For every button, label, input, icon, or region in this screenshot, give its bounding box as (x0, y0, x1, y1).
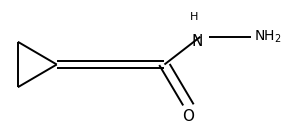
Text: N: N (192, 34, 203, 49)
Text: H: H (190, 11, 199, 22)
Text: NH$_2$: NH$_2$ (254, 29, 282, 45)
Text: O: O (182, 109, 194, 124)
